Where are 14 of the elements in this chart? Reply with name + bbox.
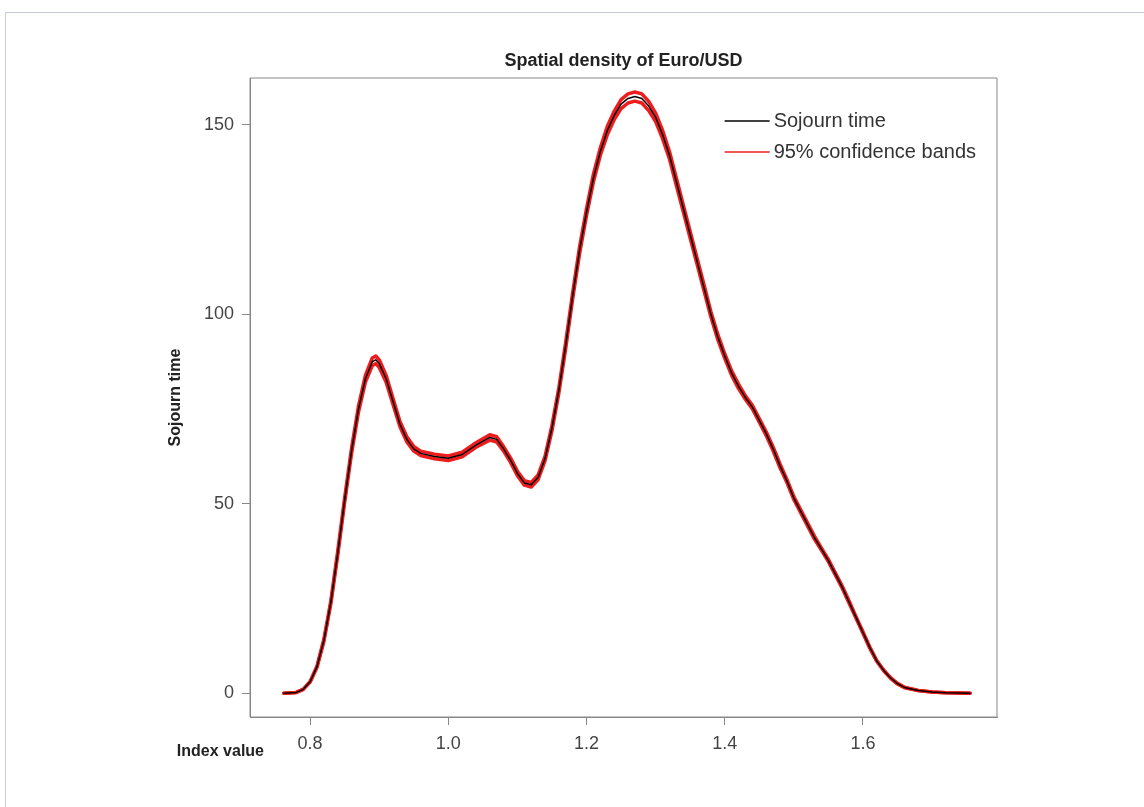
y-tick-label: 0: [223, 682, 234, 703]
x-tick-label: 1.4: [712, 732, 738, 753]
x-axis-title: Index value: [176, 742, 265, 760]
y-tick-label: 100: [203, 303, 234, 324]
chart-title: Spatial density of Euro/USD: [504, 50, 743, 70]
y-axis-title: Sojourn time: [166, 348, 184, 447]
x-tick-label: 1.6: [850, 732, 876, 753]
y-tick-label: 150: [203, 113, 234, 134]
x-tick-label: 0.8: [297, 732, 323, 753]
x-tick-label: 1.2: [574, 732, 600, 753]
x-tick-label: 1.0: [435, 732, 461, 753]
legend-label: Sojourn time: [773, 108, 886, 131]
y-tick-label: 50: [213, 492, 234, 513]
legend-label: 95% confidence bands: [773, 139, 976, 162]
